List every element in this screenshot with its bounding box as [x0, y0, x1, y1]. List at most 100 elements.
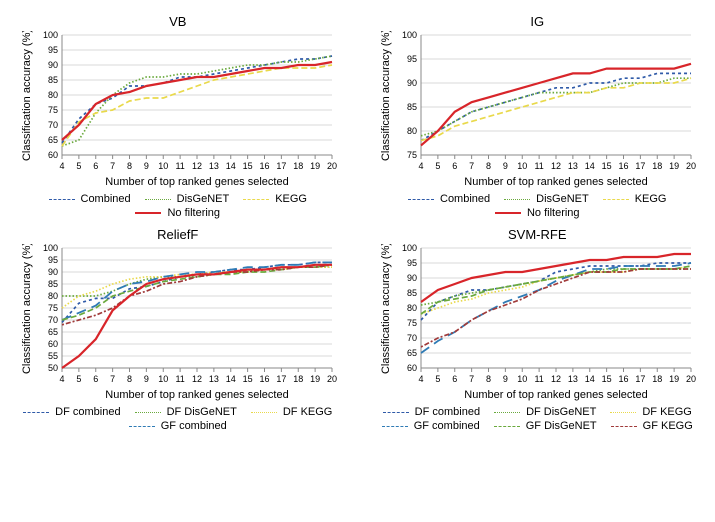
svg-text:Number of top ranked genes sel: Number of top ranked genes selected — [465, 176, 648, 188]
svg-text:17: 17 — [636, 161, 646, 171]
chart-vb: 6065707580859095100456789101112131415161… — [18, 31, 338, 189]
svg-text:90: 90 — [48, 267, 58, 277]
chart-relieff: 5055606570758085909510045678910111213141… — [18, 244, 338, 402]
chart-ig: 7580859095100456789101112131415161718192… — [377, 31, 697, 189]
legend-svmrfe: DF combinedDF DisGeNETDF KEGGGF combined… — [377, 406, 697, 432]
svg-text:15: 15 — [242, 161, 252, 171]
svg-text:Number of top ranked genes sel: Number of top ranked genes selected — [105, 176, 288, 188]
legend-label: GF DisGeNET — [526, 420, 597, 432]
svg-text:18: 18 — [652, 161, 662, 171]
svg-text:Number of top ranked genes sel: Number of top ranked genes selected — [465, 389, 648, 401]
legend-item: Combined — [49, 193, 131, 205]
legend-label: Combined — [440, 193, 490, 205]
svg-text:4: 4 — [419, 161, 424, 171]
svg-text:85: 85 — [48, 279, 58, 289]
legend-item: GF combined — [382, 420, 480, 432]
svg-text:11: 11 — [175, 374, 184, 384]
svg-text:10: 10 — [158, 161, 168, 171]
legend-item: No filtering — [135, 207, 220, 219]
chart-svmrfe: 6065707580859095100456789101112131415161… — [377, 244, 697, 402]
legend-label: GF combined — [414, 420, 480, 432]
svg-text:Number of top ranked genes sel: Number of top ranked genes selected — [105, 389, 288, 401]
svg-text:17: 17 — [636, 374, 646, 384]
legend-item: DF DisGeNET — [494, 406, 596, 418]
legend-item: DF KEGG — [251, 406, 333, 418]
svg-text:95: 95 — [407, 258, 417, 268]
svg-text:12: 12 — [551, 161, 561, 171]
svg-text:18: 18 — [293, 374, 303, 384]
svg-text:17: 17 — [276, 161, 286, 171]
svg-text:70: 70 — [407, 333, 417, 343]
svg-text:13: 13 — [568, 374, 578, 384]
legend-label: DisGeNET — [536, 193, 589, 205]
svg-text:90: 90 — [407, 78, 417, 88]
svg-text:6: 6 — [452, 161, 457, 171]
legend-label: No filtering — [167, 207, 220, 219]
svg-text:8: 8 — [127, 374, 132, 384]
legend-swatch — [495, 212, 521, 214]
legend-swatch — [611, 426, 637, 427]
svg-text:14: 14 — [225, 374, 235, 384]
svg-text:5: 5 — [436, 374, 441, 384]
legend-item: KEGG — [603, 193, 667, 205]
legend-swatch — [23, 412, 49, 413]
svg-text:95: 95 — [407, 54, 417, 64]
svg-text:90: 90 — [407, 273, 417, 283]
legend-swatch — [603, 199, 629, 200]
svg-text:20: 20 — [327, 161, 337, 171]
svg-text:55: 55 — [48, 351, 58, 361]
legend-swatch — [145, 199, 171, 200]
svg-text:12: 12 — [192, 161, 202, 171]
svg-text:14: 14 — [225, 161, 235, 171]
legend-swatch — [135, 412, 161, 413]
svg-text:75: 75 — [48, 105, 58, 115]
svg-text:100: 100 — [43, 31, 58, 40]
svg-text:10: 10 — [517, 161, 527, 171]
svg-text:16: 16 — [259, 374, 269, 384]
svg-text:70: 70 — [48, 315, 58, 325]
legend-label: DF KEGG — [642, 406, 692, 418]
legend-item: GF combined — [129, 420, 227, 432]
svg-text:80: 80 — [407, 126, 417, 136]
legend-label: DisGeNET — [177, 193, 230, 205]
svg-text:20: 20 — [327, 374, 337, 384]
legend-swatch — [382, 426, 408, 427]
svg-text:60: 60 — [48, 150, 58, 160]
svg-text:16: 16 — [619, 161, 629, 171]
svg-text:14: 14 — [585, 161, 595, 171]
title-relieff: ReliefF — [157, 227, 198, 242]
svg-text:Classification accuracy (%): Classification accuracy (%) — [21, 244, 33, 374]
svg-text:18: 18 — [652, 374, 662, 384]
svg-text:8: 8 — [486, 374, 491, 384]
panel-relieff: ReliefF 50556065707580859095100456789101… — [10, 227, 346, 432]
panel-ig: IG 7580859095100456789101112131415161718… — [370, 14, 706, 219]
legend-swatch — [494, 412, 520, 413]
legend-vb: CombinedDisGeNETKEGGNo filtering — [18, 193, 338, 219]
legend-label: GF KEGG — [643, 420, 693, 432]
svg-text:10: 10 — [158, 374, 168, 384]
legend-label: DF DisGeNET — [526, 406, 596, 418]
legend-label: DF DisGeNET — [167, 406, 237, 418]
svg-text:4: 4 — [419, 374, 424, 384]
svg-text:19: 19 — [669, 161, 679, 171]
svg-text:100: 100 — [43, 244, 58, 253]
legend-label: Combined — [81, 193, 131, 205]
svg-text:5: 5 — [76, 161, 81, 171]
title-svmrfe: SVM-RFE — [508, 227, 567, 242]
svg-text:19: 19 — [310, 161, 320, 171]
svg-text:75: 75 — [407, 318, 417, 328]
legend-swatch — [49, 199, 75, 200]
svg-text:17: 17 — [276, 374, 286, 384]
legend-item: GF DisGeNET — [494, 420, 597, 432]
legend-item: DF KEGG — [610, 406, 692, 418]
svg-text:85: 85 — [48, 75, 58, 85]
svg-text:15: 15 — [602, 374, 612, 384]
svg-text:7: 7 — [110, 161, 115, 171]
svg-text:80: 80 — [48, 90, 58, 100]
legend-label: DF KEGG — [283, 406, 333, 418]
svg-text:11: 11 — [535, 374, 544, 384]
legend-swatch — [504, 199, 530, 200]
svg-text:80: 80 — [48, 291, 58, 301]
svg-text:75: 75 — [48, 303, 58, 313]
svg-text:5: 5 — [436, 161, 441, 171]
